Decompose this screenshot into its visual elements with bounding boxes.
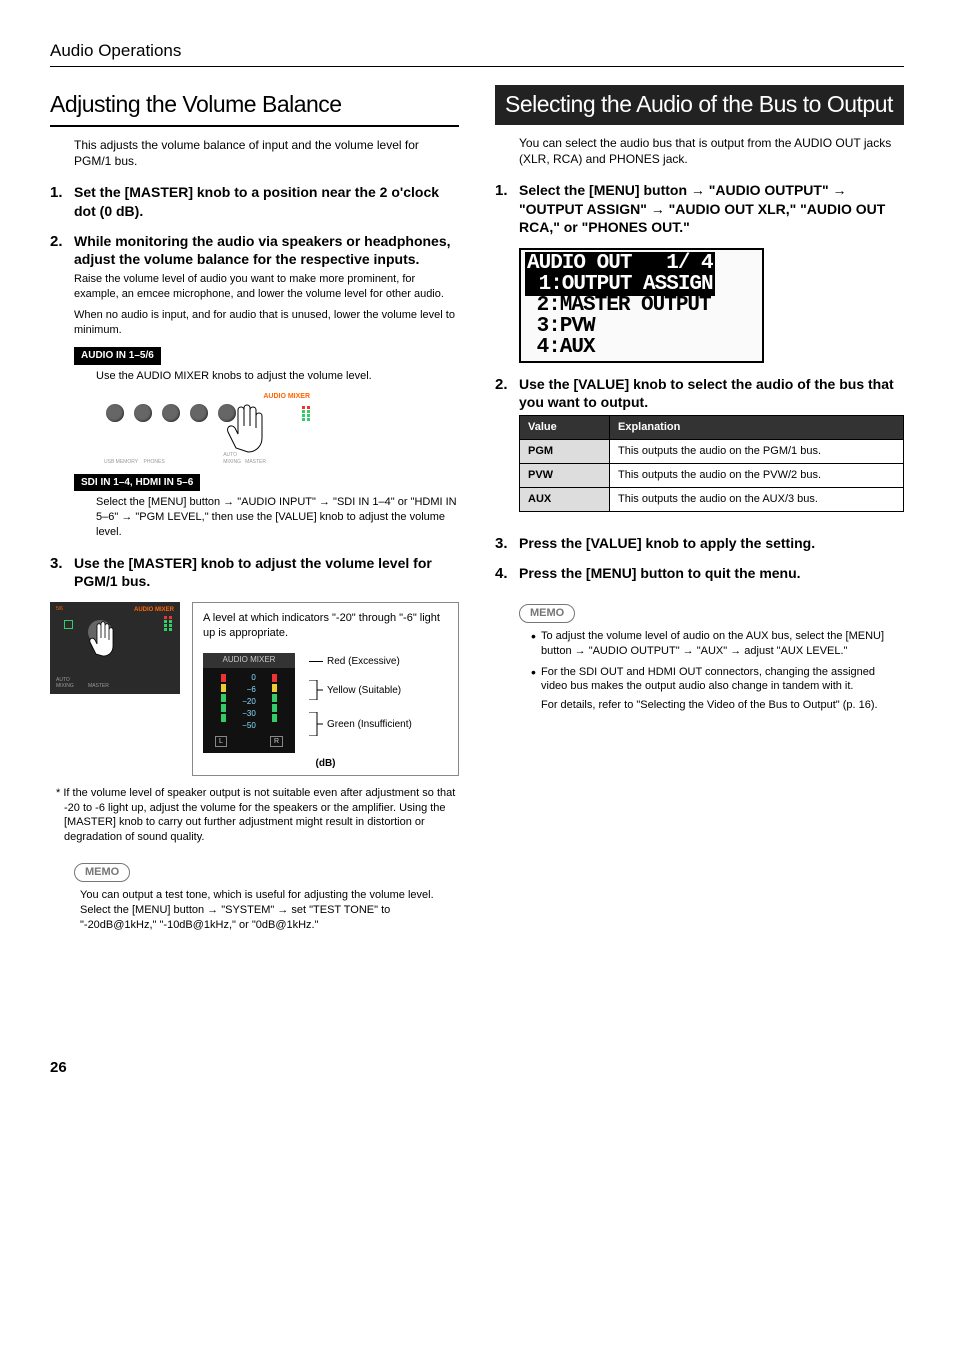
r-step1-num: 1. [495,181,519,240]
mixer-illustration: USB MEMORY PHONES AUTOMIXING MASTER [96,390,316,470]
table-row: PGM This outputs the audio on the PGM/1 … [520,440,904,464]
right-column: Selecting the Audio of the Bus to Output… [495,85,904,938]
step2-num: 2. [50,232,74,546]
heading-left: Adjusting the Volume Balance [50,85,459,127]
audio-mixer-meter: AUDIO MIXER 0 −6 [203,653,295,753]
sub1-text: Use the AUDIO MIXER knobs to adjust the … [96,369,459,384]
table-row: PVW This outputs the audio on the PVW/2 … [520,463,904,487]
r-step4-num: 4. [495,564,519,586]
th-explanation: Explanation [610,416,904,440]
th-value: Value [520,416,610,440]
sublabel-audio-in: AUDIO IN 1–5/6 [74,347,161,365]
step1-num: 1. [50,183,74,223]
section-header: Audio Operations [50,40,904,67]
footnote-asterisk: * If the volume level of speaker output … [64,786,459,845]
level-diagram: AUDIO MIXER 5/6 AUTOMIXING MASTER A leve… [50,602,459,775]
level-intro: A level at which indicators "-20" throug… [203,611,448,641]
r-step1-title: Select the [MENU] button → "AUDIO OUTPUT… [519,181,904,236]
legend-yellow: Yellow (Suitable) [327,684,401,698]
memo-text-left: You can output a test tone, which is use… [80,888,459,933]
memo-badge-left: MEMO [74,863,130,882]
bus-output-table: Value Explanation PGM This outputs the a… [519,415,904,511]
step3-num: 3. [50,554,74,594]
page-number: 26 [50,1058,904,1078]
memo-item: To adjust the volume level of audio on t… [531,629,904,659]
memo-item: For the SDI OUT and HDMI OUT connectors,… [531,665,904,714]
r-step3-title: Press the [VALUE] knob to apply the sett… [519,534,904,552]
master-panel-illustration: AUDIO MIXER 5/6 AUTOMIXING MASTER [50,602,180,694]
legend-red: Red (Excessive) [327,655,400,669]
r-step2-num: 2. [495,375,519,526]
heading-right: Selecting the Audio of the Bus to Output [495,85,904,125]
step3-title: Use the [MASTER] knob to adjust the volu… [74,554,459,590]
left-column: Adjusting the Volume Balance This adjust… [50,85,459,938]
memo-badge-right: MEMO [519,604,575,623]
table-row: AUX This outputs the audio on the AUX/3 … [520,487,904,511]
r-step2-title: Use the [VALUE] knob to select the audio… [519,375,904,411]
step2-text2: When no audio is input, and for audio th… [74,308,459,338]
step2-text1: Raise the volume level of audio you want… [74,272,459,302]
hand-icon [218,396,278,456]
intro-left: This adjusts the volume balance of input… [74,137,459,169]
legend-green: Green (Insufficient) [327,718,412,732]
step2-title: While monitoring the audio via speakers … [74,232,459,268]
r-step3-num: 3. [495,534,519,556]
step1-title: Set the [MASTER] knob to a position near… [74,183,459,219]
sublabel-sdi-hdmi: SDI IN 1–4, HDMI IN 5–6 [74,474,200,492]
intro-right: You can select the audio bus that is out… [519,135,904,167]
r-step4-title: Press the [MENU] button to quit the menu… [519,564,904,582]
sub2-text: Select the [MENU] button → "AUDIO INPUT"… [96,495,459,540]
db-label: (dB) [203,757,448,771]
lcd-display: AUDIO OUT 1/ 4 1:OUTPUT ASSIGN 2:MASTER … [519,248,764,363]
